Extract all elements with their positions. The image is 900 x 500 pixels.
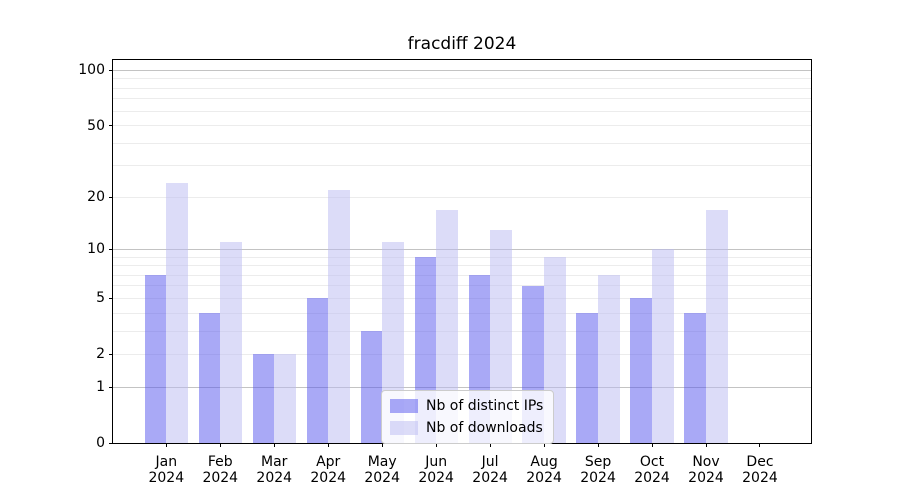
minor-gridline-8 <box>113 265 811 267</box>
bar-ips-apr <box>306 298 329 443</box>
minor-gridline-5 <box>113 297 811 299</box>
y-tick-label-5: 5 <box>96 290 105 307</box>
x-tick-dec <box>759 443 761 447</box>
legend-item-distinct-ips: Nb of distinct IPs <box>390 397 543 415</box>
plot-area <box>113 59 811 443</box>
y-tick-label-100: 100 <box>78 62 105 79</box>
legend: Nb of distinct IPs Nb of downloads <box>381 390 555 444</box>
x-tick-oct <box>651 443 653 447</box>
minor-gridline-30 <box>113 165 811 167</box>
x-tick-label-mar: Mar 2024 <box>256 454 293 486</box>
x-tick-label-sep: Sep 2024 <box>580 454 616 486</box>
legend-swatch-downloads <box>390 421 418 435</box>
x-tick-jul <box>489 443 491 447</box>
chart-title: fracdiff 2024 <box>407 34 517 54</box>
x-tick-label-dec: Dec 2024 <box>742 454 778 486</box>
x-tick-nov <box>705 443 707 447</box>
bar-downloads-jan <box>166 183 188 443</box>
y-tick-20 <box>109 196 113 198</box>
x-tick-label-feb: Feb 2024 <box>202 454 239 486</box>
minor-gridline-60 <box>113 110 811 112</box>
x-tick-feb <box>219 443 221 447</box>
x-tick-may <box>381 443 383 447</box>
bar-ips-may <box>360 331 383 443</box>
bar-downloads-nov <box>706 209 728 443</box>
bar-downloads-oct <box>652 249 674 443</box>
bar-ips-sep <box>576 313 599 443</box>
x-tick-apr <box>327 443 329 447</box>
x-tick-sep <box>597 443 599 447</box>
major-gridline-1 <box>113 386 811 388</box>
y-tick-label-2: 2 <box>96 346 105 363</box>
minor-gridline-6 <box>113 285 811 287</box>
y-tick-50 <box>109 125 113 127</box>
y-tick-label-0: 0 <box>96 435 105 451</box>
bar-ips-jan <box>144 275 167 443</box>
x-tick-label-oct: Oct 2024 <box>634 454 670 486</box>
x-tick-label-jun: Jun 2024 <box>418 454 454 486</box>
x-tick-label-jan: Jan 2024 <box>148 454 185 486</box>
bar-downloads-apr <box>328 189 350 443</box>
y-tick-0 <box>109 442 113 444</box>
minor-gridline-3 <box>113 330 811 332</box>
x-tick-jan <box>165 443 167 447</box>
minor-gridline-40 <box>113 142 811 144</box>
y-tick-2 <box>109 353 113 355</box>
legend-item-downloads: Nb of downloads <box>390 419 543 437</box>
bar-downloads-jul <box>490 229 512 443</box>
x-tick-aug <box>543 443 545 447</box>
x-tick-label-nov: Nov 2024 <box>688 454 724 486</box>
bar-ips-mar <box>252 354 275 443</box>
x-tick-label-may: May 2024 <box>364 454 400 486</box>
top-spine <box>112 59 812 60</box>
legend-swatch-distinct-ips <box>390 399 418 413</box>
bar-ips-feb <box>198 313 221 443</box>
minor-gridline-20 <box>113 196 811 198</box>
y-tick-label-10: 10 <box>87 241 105 258</box>
minor-gridline-9 <box>113 256 811 258</box>
x-tick-label-jul: Jul 2024 <box>472 454 508 486</box>
y-tick-label-20: 20 <box>87 189 105 206</box>
y-tick-5 <box>109 297 113 299</box>
y-tick-100 <box>109 69 113 71</box>
legend-label-distinct-ips: Nb of distinct IPs <box>426 398 544 414</box>
bar-ips-oct <box>630 298 653 443</box>
left-spine <box>112 59 113 444</box>
legend-label-downloads: Nb of downloads <box>426 420 543 436</box>
bar-downloads-sep <box>598 275 620 443</box>
bar-downloads-jun <box>436 209 458 443</box>
minor-gridline-7 <box>113 274 811 276</box>
x-tick-jun <box>435 443 437 447</box>
minor-gridline-70 <box>113 98 811 100</box>
bar-downloads-mar <box>274 354 296 443</box>
y-tick-label-50: 50 <box>87 117 105 134</box>
right-spine <box>811 59 812 444</box>
bar-downloads-feb <box>220 242 242 443</box>
y-tick-label-1: 1 <box>96 379 105 396</box>
major-gridline-10 <box>113 248 811 250</box>
minor-gridline-90 <box>113 78 811 80</box>
x-tick-label-apr: Apr 2024 <box>310 454 347 486</box>
bar-ips-nov <box>684 313 706 443</box>
minor-gridline-2 <box>113 353 811 355</box>
y-tick-10 <box>109 248 113 250</box>
minor-gridline-80 <box>113 87 811 89</box>
x-tick-mar <box>273 443 275 447</box>
major-gridline-100 <box>113 69 811 71</box>
minor-gridline-4 <box>113 312 811 314</box>
minor-gridline-50 <box>113 125 811 127</box>
x-tick-label-aug: Aug 2024 <box>526 454 562 486</box>
y-tick-1 <box>109 386 113 388</box>
